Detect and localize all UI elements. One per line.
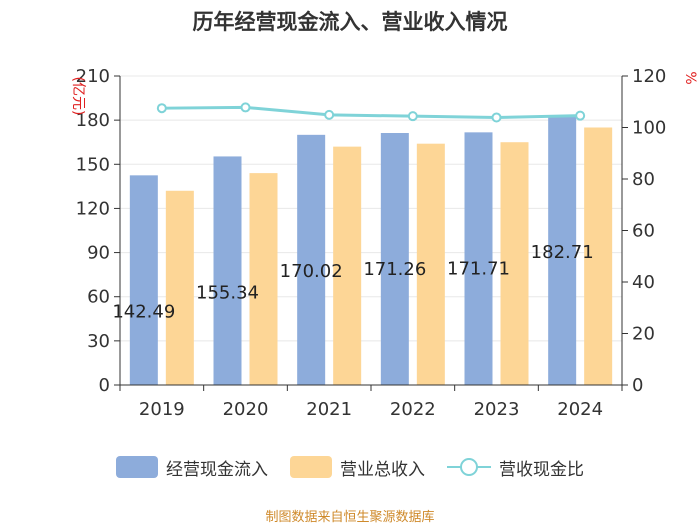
bar-revenue-2020 — [249, 173, 278, 385]
legend-swatch-ratio — [447, 458, 491, 476]
bar-cash-2023 — [464, 132, 493, 385]
chart-title: 历年经营现金流入、营业收入情况 — [192, 10, 508, 34]
legend-item-ratio[interactable]: 营收现金比 — [447, 455, 584, 480]
gridlines — [120, 75, 622, 342]
right-unit-label: % — [682, 71, 698, 84]
bar-revenue-2024 — [584, 127, 613, 385]
x-tick-label-2022: 2022 — [390, 399, 436, 420]
data-label-cash-2024: 182.71 — [531, 242, 594, 263]
ratio-point-2022 — [407, 111, 418, 122]
legend-swatch-revenue — [290, 456, 332, 478]
right-tick-label: 60 — [632, 221, 655, 242]
x-tick-label-2024: 2024 — [557, 399, 603, 420]
bar-revenue-2023 — [500, 142, 529, 385]
left-tick-label: 0 — [99, 375, 110, 396]
bar-cash-2021 — [297, 134, 326, 385]
left-tick-label: 150 — [76, 154, 110, 175]
bar-revenue-2019 — [165, 190, 194, 385]
ratio-point-2021 — [324, 109, 335, 120]
ratio-point-2023 — [491, 112, 502, 123]
right-tick-label: 40 — [632, 272, 655, 293]
right-tick-label: 0 — [632, 375, 643, 396]
ratio-point-2024 — [575, 110, 586, 121]
legend-label-revenue: 营业总收入 — [340, 459, 425, 480]
bar-cash-2019 — [129, 175, 158, 385]
bar-cash-2022 — [380, 133, 409, 385]
source-note: 制图数据来自恒生聚源数据库 — [265, 510, 435, 525]
bars — [129, 116, 613, 386]
x-tick-label-2023: 2023 — [474, 399, 520, 420]
axes: 0 30 60 90 120 150 180 210 0 20 40 60 80 100 120 2019 20… — [70, 66, 698, 420]
data-label-cash-2021: 170.02 — [280, 261, 343, 282]
ratio-point-2019 — [156, 103, 167, 114]
bar-cash-2024 — [548, 116, 577, 386]
ratio-point-2020 — [240, 102, 251, 113]
legend-item-revenue[interactable]: 营业总收入 — [290, 455, 425, 480]
ratio-line-path — [161, 105, 581, 119]
data-label-cash-2023: 171.71 — [447, 258, 510, 279]
right-tick-label: 20 — [632, 324, 655, 345]
data-label-cash-2022: 171.26 — [363, 259, 426, 280]
left-tick-label: 60 — [87, 287, 110, 308]
left-unit-label: (亿元) — [70, 77, 86, 116]
data-label-cash-2019: 142.49 — [112, 301, 175, 322]
right-tick-label: 80 — [632, 169, 655, 190]
x-tick-label-2019: 2019 — [139, 399, 185, 420]
legend: 经营现金流入 营业总收入 营收现金比 — [0, 452, 700, 482]
left-tick-label: 120 — [76, 198, 110, 219]
bar-cash-2020 — [213, 156, 242, 385]
legend-label-ratio: 营收现金比 — [499, 459, 584, 480]
legend-swatch-cash — [116, 456, 158, 478]
left-tick-label: 30 — [87, 331, 110, 352]
left-tick-label: 180 — [76, 110, 110, 131]
x-tick-label-2020: 2020 — [223, 399, 269, 420]
bar-revenue-2022 — [416, 143, 445, 385]
legend-item-cash[interactable]: 经营现金流入 — [116, 455, 268, 480]
data-label-cash-2020: 155.34 — [196, 282, 259, 303]
legend-label-cash: 经营现金流入 — [166, 459, 268, 480]
data-labels: 142.49 155.34 170.02 171.26 171.71 182.71 — [112, 242, 593, 322]
right-tick-label: 120 — [632, 66, 666, 87]
bar-revenue-2021 — [333, 146, 362, 385]
left-tick-label: 90 — [87, 243, 110, 264]
left-tick-label: 210 — [76, 66, 110, 87]
ratio-line — [156, 102, 586, 123]
x-tick-label-2021: 2021 — [306, 399, 352, 420]
right-tick-label: 100 — [632, 118, 666, 139]
